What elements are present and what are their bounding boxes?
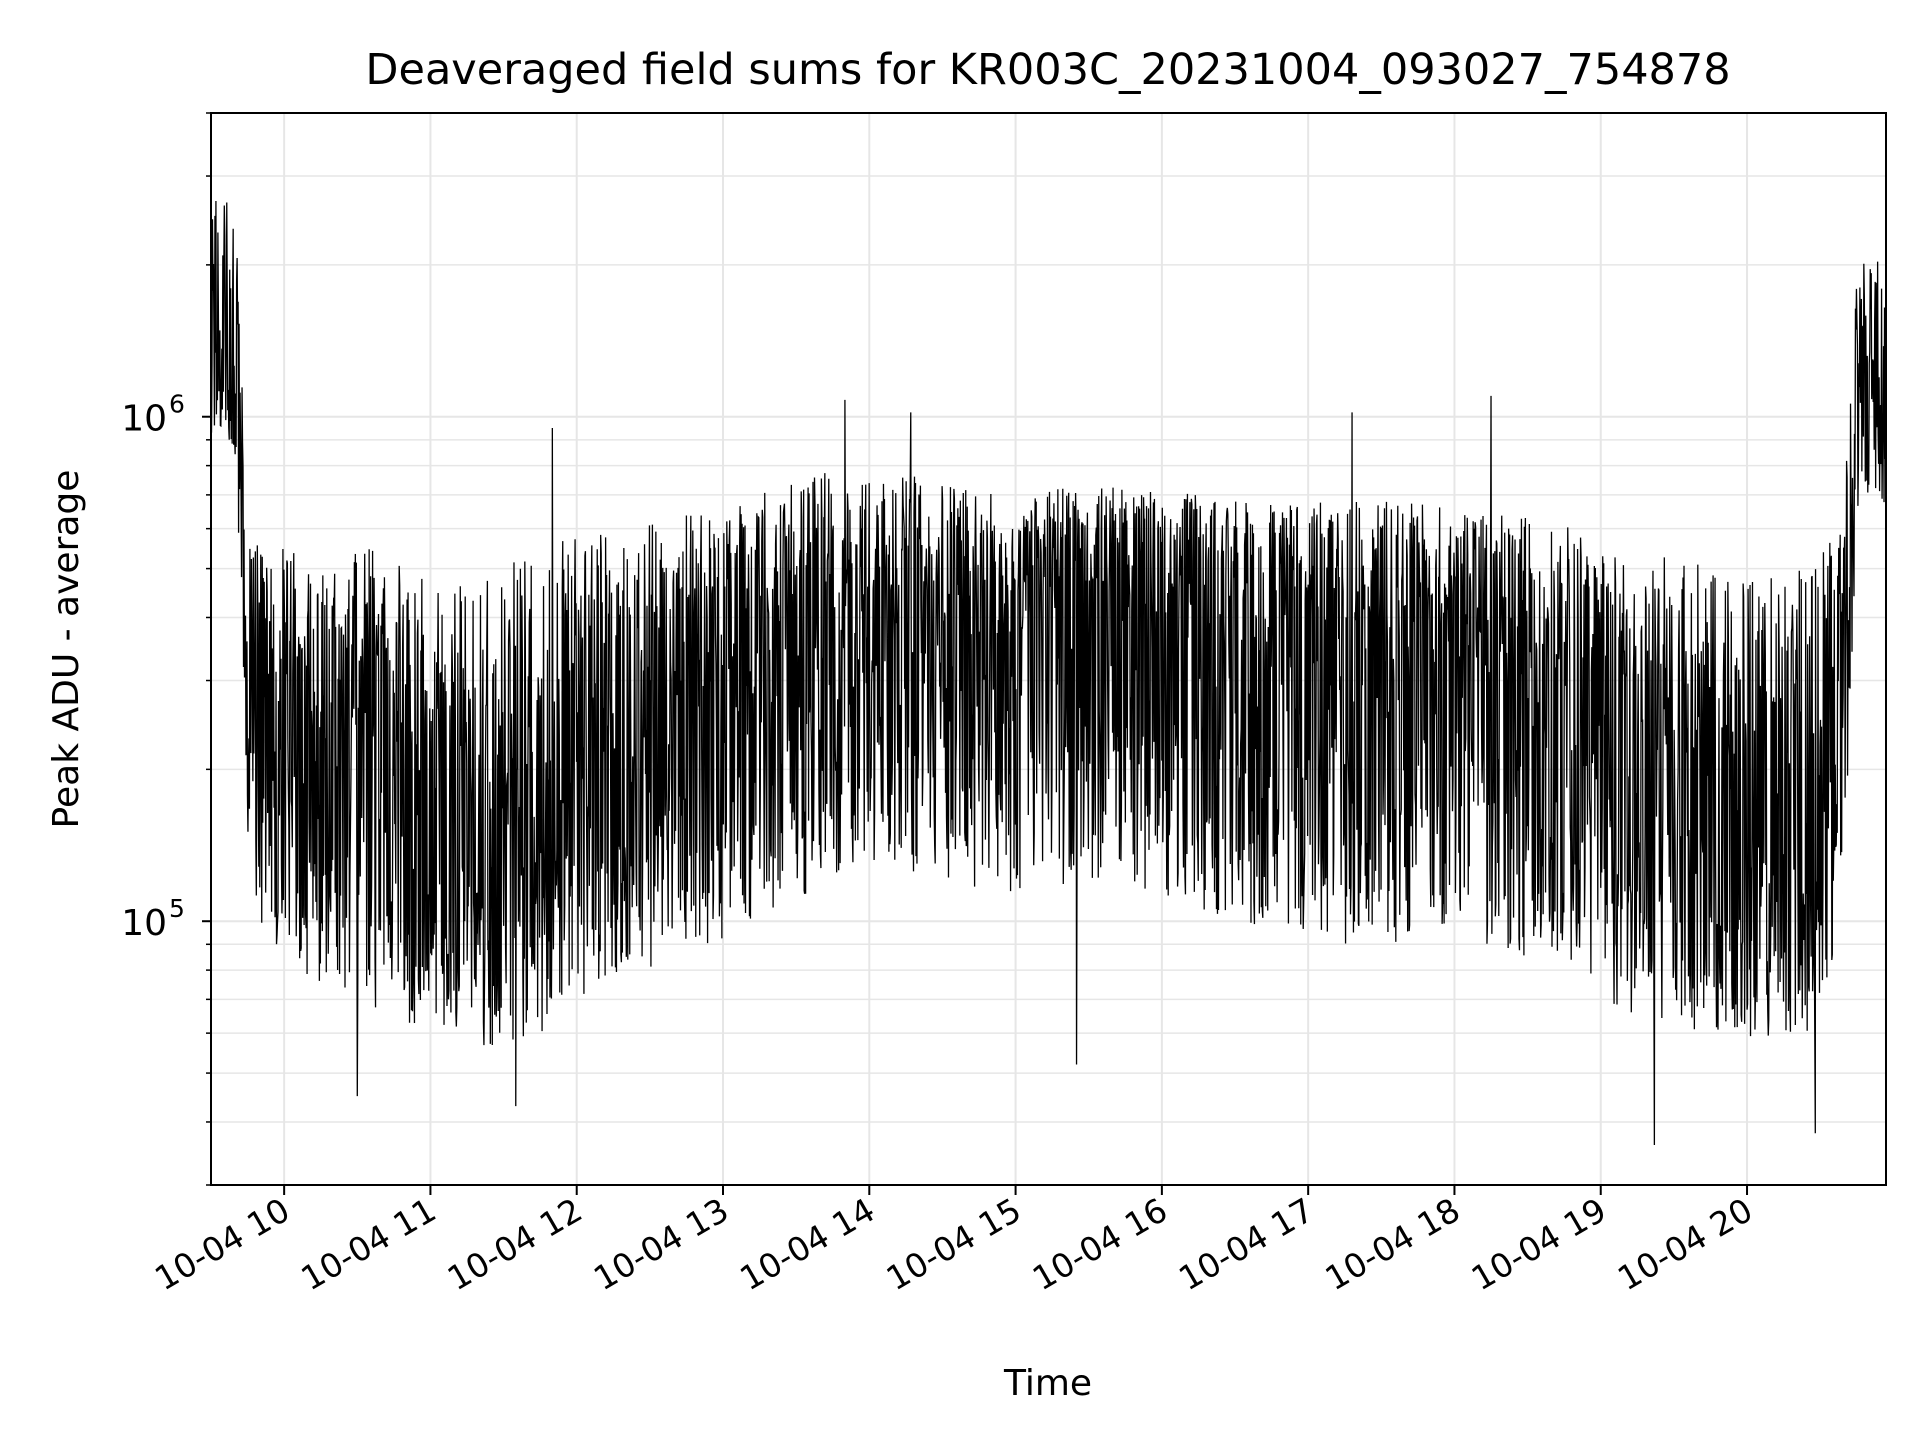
plot-frame <box>210 112 1887 1186</box>
y-tick-label: 10 <box>121 399 167 440</box>
chart-title: Deaveraged field sums for KR003C_2023100… <box>365 45 1730 95</box>
x-axis-label: Time <box>1003 1363 1092 1404</box>
data-series-line <box>210 200 1887 1146</box>
y-tick-label-exponent: 6 <box>169 390 185 419</box>
y-tick-label: 10 <box>121 903 167 944</box>
y-tick-label-exponent: 5 <box>169 894 185 923</box>
series-line <box>210 200 1887 1146</box>
y-axis-label: Peak ADU - average <box>46 470 87 829</box>
